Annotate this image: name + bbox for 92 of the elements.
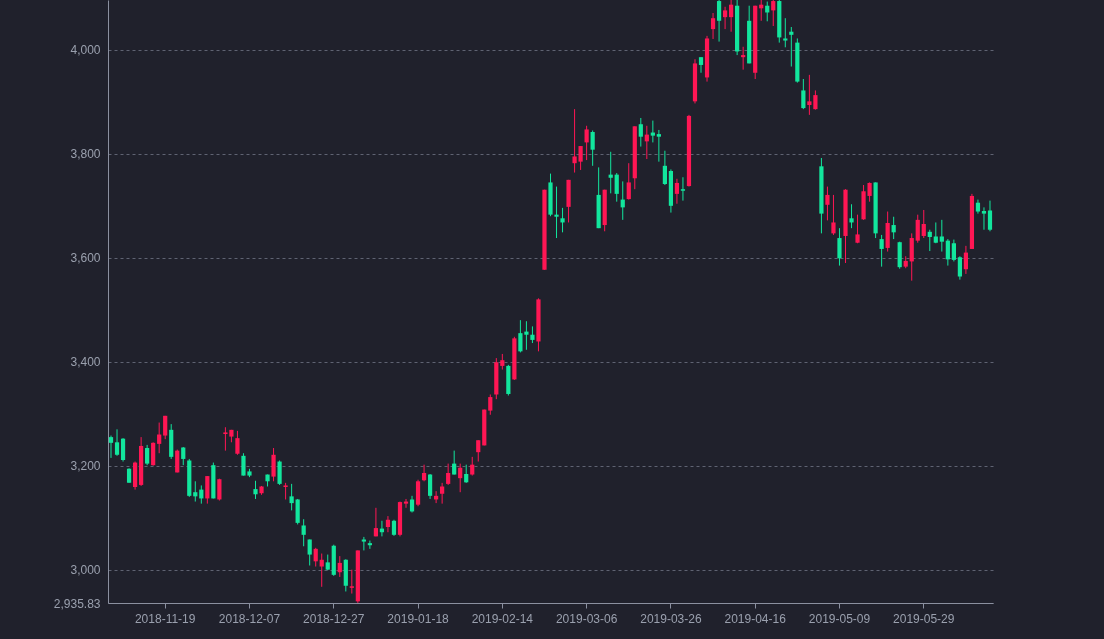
y-tick-label: 3,800 (70, 147, 101, 162)
candlestick (235, 430, 240, 456)
y-tick-label: 3,600 (70, 251, 101, 266)
candlestick (295, 498, 300, 525)
candlestick (963, 245, 969, 275)
candlestick (590, 129, 595, 167)
x-tick-label: 2019-05-29 (893, 611, 955, 626)
candlestick (656, 129, 661, 163)
candlestick (458, 463, 463, 493)
y-tick-label: 3,200 (70, 459, 101, 474)
y-tick-label: 4,000 (70, 43, 101, 58)
candlestick (680, 176, 686, 202)
candlestick (945, 238, 950, 267)
candlestick (301, 518, 306, 547)
candlestick (729, 0, 734, 33)
candlestick (157, 422, 162, 454)
candlestick (385, 515, 391, 533)
candlestick (831, 194, 836, 236)
candlestick (698, 56, 704, 74)
candlestick (108, 435, 114, 459)
candlestick (349, 569, 354, 595)
candlestick (307, 539, 312, 566)
candlestick (476, 439, 481, 463)
candlestick (181, 446, 186, 466)
candlestick (807, 74, 812, 116)
candlestick (114, 428, 120, 457)
candlestick (638, 117, 643, 148)
candlestick (909, 232, 914, 282)
candlestick (951, 239, 956, 262)
candlestick (319, 553, 324, 588)
x-tick-label: 2018-11-19 (134, 611, 196, 626)
x-tick-label: 2019-02-14 (471, 611, 534, 626)
candlestick (427, 473, 433, 500)
y-tick-label: 3,400 (70, 355, 101, 370)
candlestick (849, 203, 854, 229)
candlestick (470, 456, 475, 477)
candlestick (921, 209, 926, 239)
candlestick (313, 547, 318, 568)
x-tick-label: 2019-01-18 (387, 611, 450, 626)
candlestick (987, 200, 993, 232)
x-tick-label: 2019-04-16 (724, 611, 787, 626)
candlestick (650, 120, 655, 143)
candlestick (813, 89, 818, 111)
candlestick (560, 207, 565, 233)
candlestick (915, 214, 920, 244)
candlestick (801, 78, 806, 110)
candlestick (855, 214, 860, 244)
candlestick (927, 229, 932, 252)
candlestick (608, 151, 613, 194)
x-tick-label: 2018-12-07 (218, 611, 281, 626)
candlestick (662, 150, 667, 186)
candlestick (722, 6, 728, 30)
candlestick (789, 26, 794, 68)
candlestick (891, 216, 896, 240)
candlestick (120, 437, 126, 463)
candlestick (710, 12, 716, 40)
x-tick-label: 2018-12-27 (303, 611, 365, 626)
candlestick (981, 206, 987, 231)
candlestick (783, 17, 788, 48)
candlestick (337, 555, 342, 578)
candlestick (957, 255, 962, 281)
x-tick-label: 2019-05-09 (808, 611, 871, 626)
candlestick (373, 507, 379, 537)
candlestick (674, 178, 680, 205)
candlestick (488, 393, 493, 416)
candlestick (554, 186, 559, 239)
candlestick (939, 219, 944, 253)
candlestick (446, 463, 451, 486)
candlestick (289, 483, 294, 511)
candlestick (452, 450, 457, 476)
y-tick-label: 2,935.83 (53, 596, 101, 611)
candlestick (253, 480, 258, 500)
candlestick (277, 460, 282, 486)
candlestick (415, 479, 421, 507)
candlestick (614, 172, 619, 203)
x-tick-label: 2019-03-06 (555, 611, 618, 626)
candlestick (716, 0, 722, 43)
candlestick (771, 0, 776, 27)
candlestick (879, 234, 884, 268)
candlestick (145, 444, 150, 466)
y-tick-label: 3,000 (70, 563, 101, 578)
candlestick (825, 186, 830, 221)
candlestick (584, 125, 589, 161)
candlestick (421, 464, 427, 482)
candlestick (626, 162, 631, 201)
candlestick (151, 441, 156, 467)
candlestick (440, 482, 445, 505)
candlestick (205, 475, 210, 505)
candlestick (271, 447, 276, 482)
x-tick-label: 2019-03-26 (640, 611, 702, 626)
candlestick (837, 227, 842, 267)
candlestick (464, 464, 469, 484)
